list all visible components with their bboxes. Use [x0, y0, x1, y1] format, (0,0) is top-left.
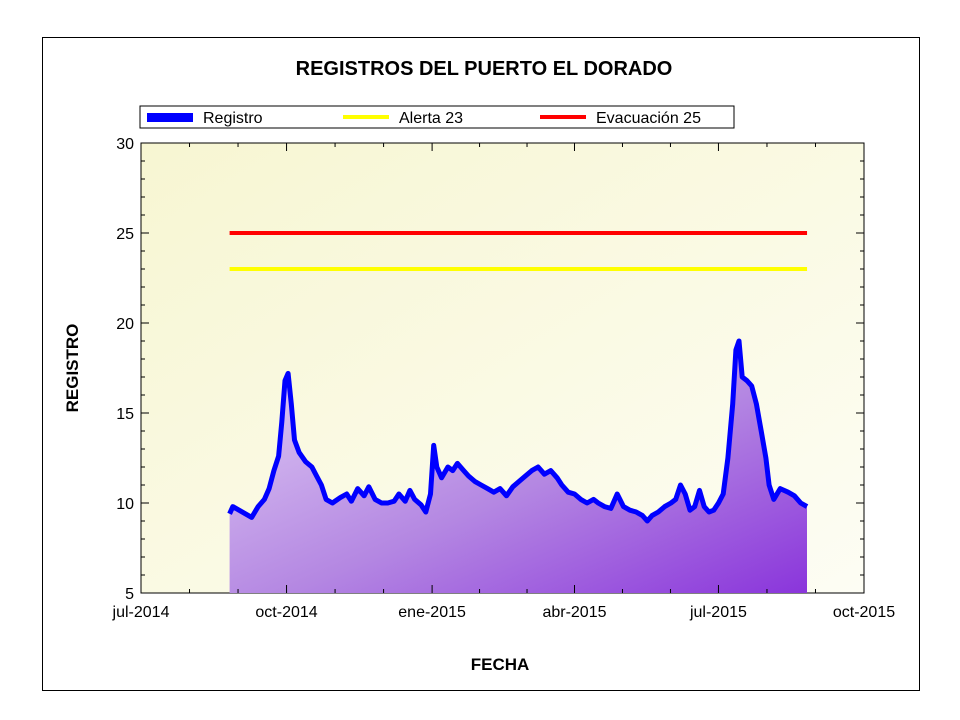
y-tick-label: 30 [116, 136, 134, 153]
y-tick-label: 5 [125, 586, 134, 603]
y-tick-label: 20 [116, 316, 134, 333]
chart-frame: REGISTROS DEL PUERTO EL DORADO Registro A… [42, 37, 920, 691]
legend-box [139, 105, 735, 129]
x-tick-label: oct-2014 [255, 604, 317, 621]
legend-alerta-label: Alerta 23 [399, 110, 463, 127]
y-tick-label: 15 [116, 406, 134, 423]
x-tick-label: oct-2015 [833, 604, 895, 621]
x-axis-label: FECHA [471, 655, 530, 674]
chart: REGISTROS DEL PUERTO EL DORADO Registro A… [63, 58, 896, 674]
registro-area [229, 341, 808, 593]
y-axis-label: REGISTRO [63, 324, 82, 413]
legend: Registro Alerta 23 Evacuación 25 [139, 105, 735, 129]
x-tick-label: jul-2014 [112, 604, 170, 621]
legend-registro-label: Registro [203, 110, 263, 127]
y-tick-label: 10 [116, 496, 134, 513]
registro-line [227, 338, 809, 524]
y-tick-label: 25 [116, 226, 134, 243]
chart-title: REGISTROS DEL PUERTO EL DORADO [296, 58, 673, 80]
x-tick-label: abr-2015 [542, 604, 606, 621]
legend-registro-swatch [147, 113, 193, 122]
axes: 5 10 15 20 25 30 jul-2014 oct-2014 ene-2015 abr-2… [112, 136, 896, 621]
legend-evacuacion-label: Evacuación 25 [596, 110, 701, 127]
x-tick-label: ene-2015 [398, 604, 466, 621]
x-tick-label: jul-2015 [689, 604, 747, 621]
